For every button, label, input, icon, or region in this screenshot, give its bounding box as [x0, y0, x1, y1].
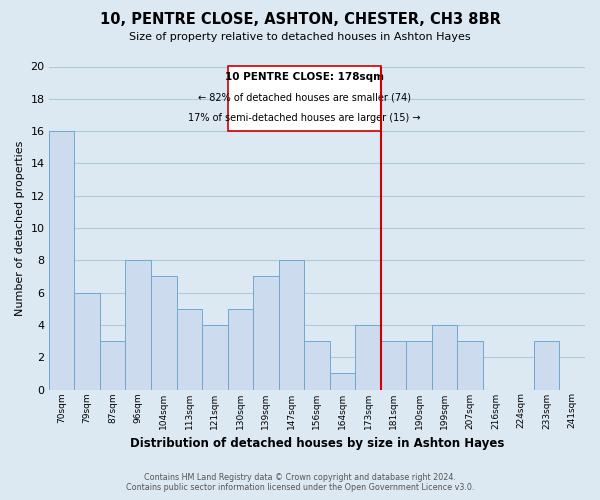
Bar [432, 325, 457, 390]
X-axis label: Distribution of detached houses by size in Ashton Hayes: Distribution of detached houses by size … [130, 437, 504, 450]
Bar [406, 341, 432, 390]
Text: 10, PENTRE CLOSE, ASHTON, CHESTER, CH3 8BR: 10, PENTRE CLOSE, ASHTON, CHESTER, CH3 8… [100, 12, 500, 28]
Bar [355, 325, 381, 390]
Bar [534, 341, 559, 390]
Text: ← 82% of detached houses are smaller (74): ← 82% of detached houses are smaller (74… [197, 92, 410, 102]
Text: 17% of semi-detached houses are larger (15) →: 17% of semi-detached houses are larger (… [188, 113, 421, 123]
Text: Contains HM Land Registry data © Crown copyright and database right 2024.
Contai: Contains HM Land Registry data © Crown c… [126, 473, 474, 492]
Bar [304, 341, 329, 390]
Bar [329, 374, 355, 390]
Bar [151, 276, 176, 390]
Bar [49, 131, 74, 390]
Text: 10 PENTRE CLOSE: 178sqm: 10 PENTRE CLOSE: 178sqm [224, 72, 383, 82]
Bar [100, 341, 125, 390]
Bar [202, 325, 227, 390]
Bar [227, 309, 253, 390]
Bar [227, 66, 381, 131]
Bar [253, 276, 278, 390]
Bar [176, 309, 202, 390]
Y-axis label: Number of detached properties: Number of detached properties [15, 140, 25, 316]
Bar [278, 260, 304, 390]
Bar [381, 341, 406, 390]
Bar [457, 341, 483, 390]
Text: Size of property relative to detached houses in Ashton Hayes: Size of property relative to detached ho… [129, 32, 471, 42]
Bar [125, 260, 151, 390]
Bar [74, 292, 100, 390]
